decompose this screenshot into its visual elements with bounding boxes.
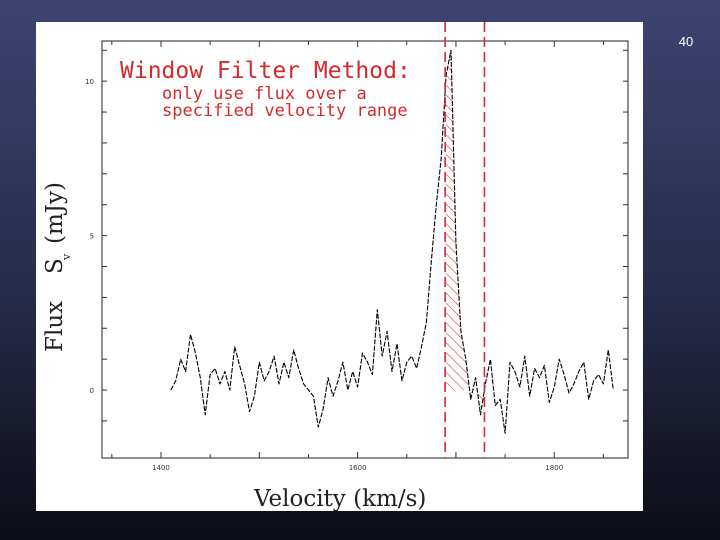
annotation-line-2: specified velocity range — [162, 101, 408, 121]
y-axis-label-symbol: S — [42, 258, 68, 274]
x-axis-label: Velocity (km/s) — [253, 486, 426, 511]
y-tick-group: 0 5 10 — [85, 49, 628, 422]
y-axis-label: Flux S v (mJy) — [42, 182, 73, 352]
window-lines-group — [444, 22, 486, 458]
window-hatch-area — [446, 50, 486, 415]
x-tick-label: 1600 — [349, 464, 367, 472]
y-tick-label: 5 — [90, 233, 94, 241]
x-tick-label: 1400 — [152, 464, 170, 472]
plot-frame — [101, 40, 629, 459]
spectrum-line — [170, 49, 614, 434]
y-tick-label: 0 — [90, 387, 94, 395]
chart-figure: 0 5 10 1400 1600 1800 Window Filter Method: … — [36, 22, 643, 511]
slide-number: 40 — [678, 34, 694, 49]
x-tick-group: 1400 1600 1800 — [111, 41, 604, 472]
y-axis-label-subscript: v — [60, 253, 73, 261]
chart-title: Window Filter Method: — [120, 58, 411, 84]
y-axis-label-unit: (mJy) — [42, 182, 68, 244]
y-tick-label: 10 — [85, 78, 94, 86]
window-hatch-group — [446, 50, 486, 415]
y-axis-label-text: Flux — [42, 301, 68, 352]
annotation-line-1: only use flux over a — [162, 84, 367, 104]
x-tick-label: 1800 — [545, 464, 563, 472]
series-group — [170, 49, 614, 434]
